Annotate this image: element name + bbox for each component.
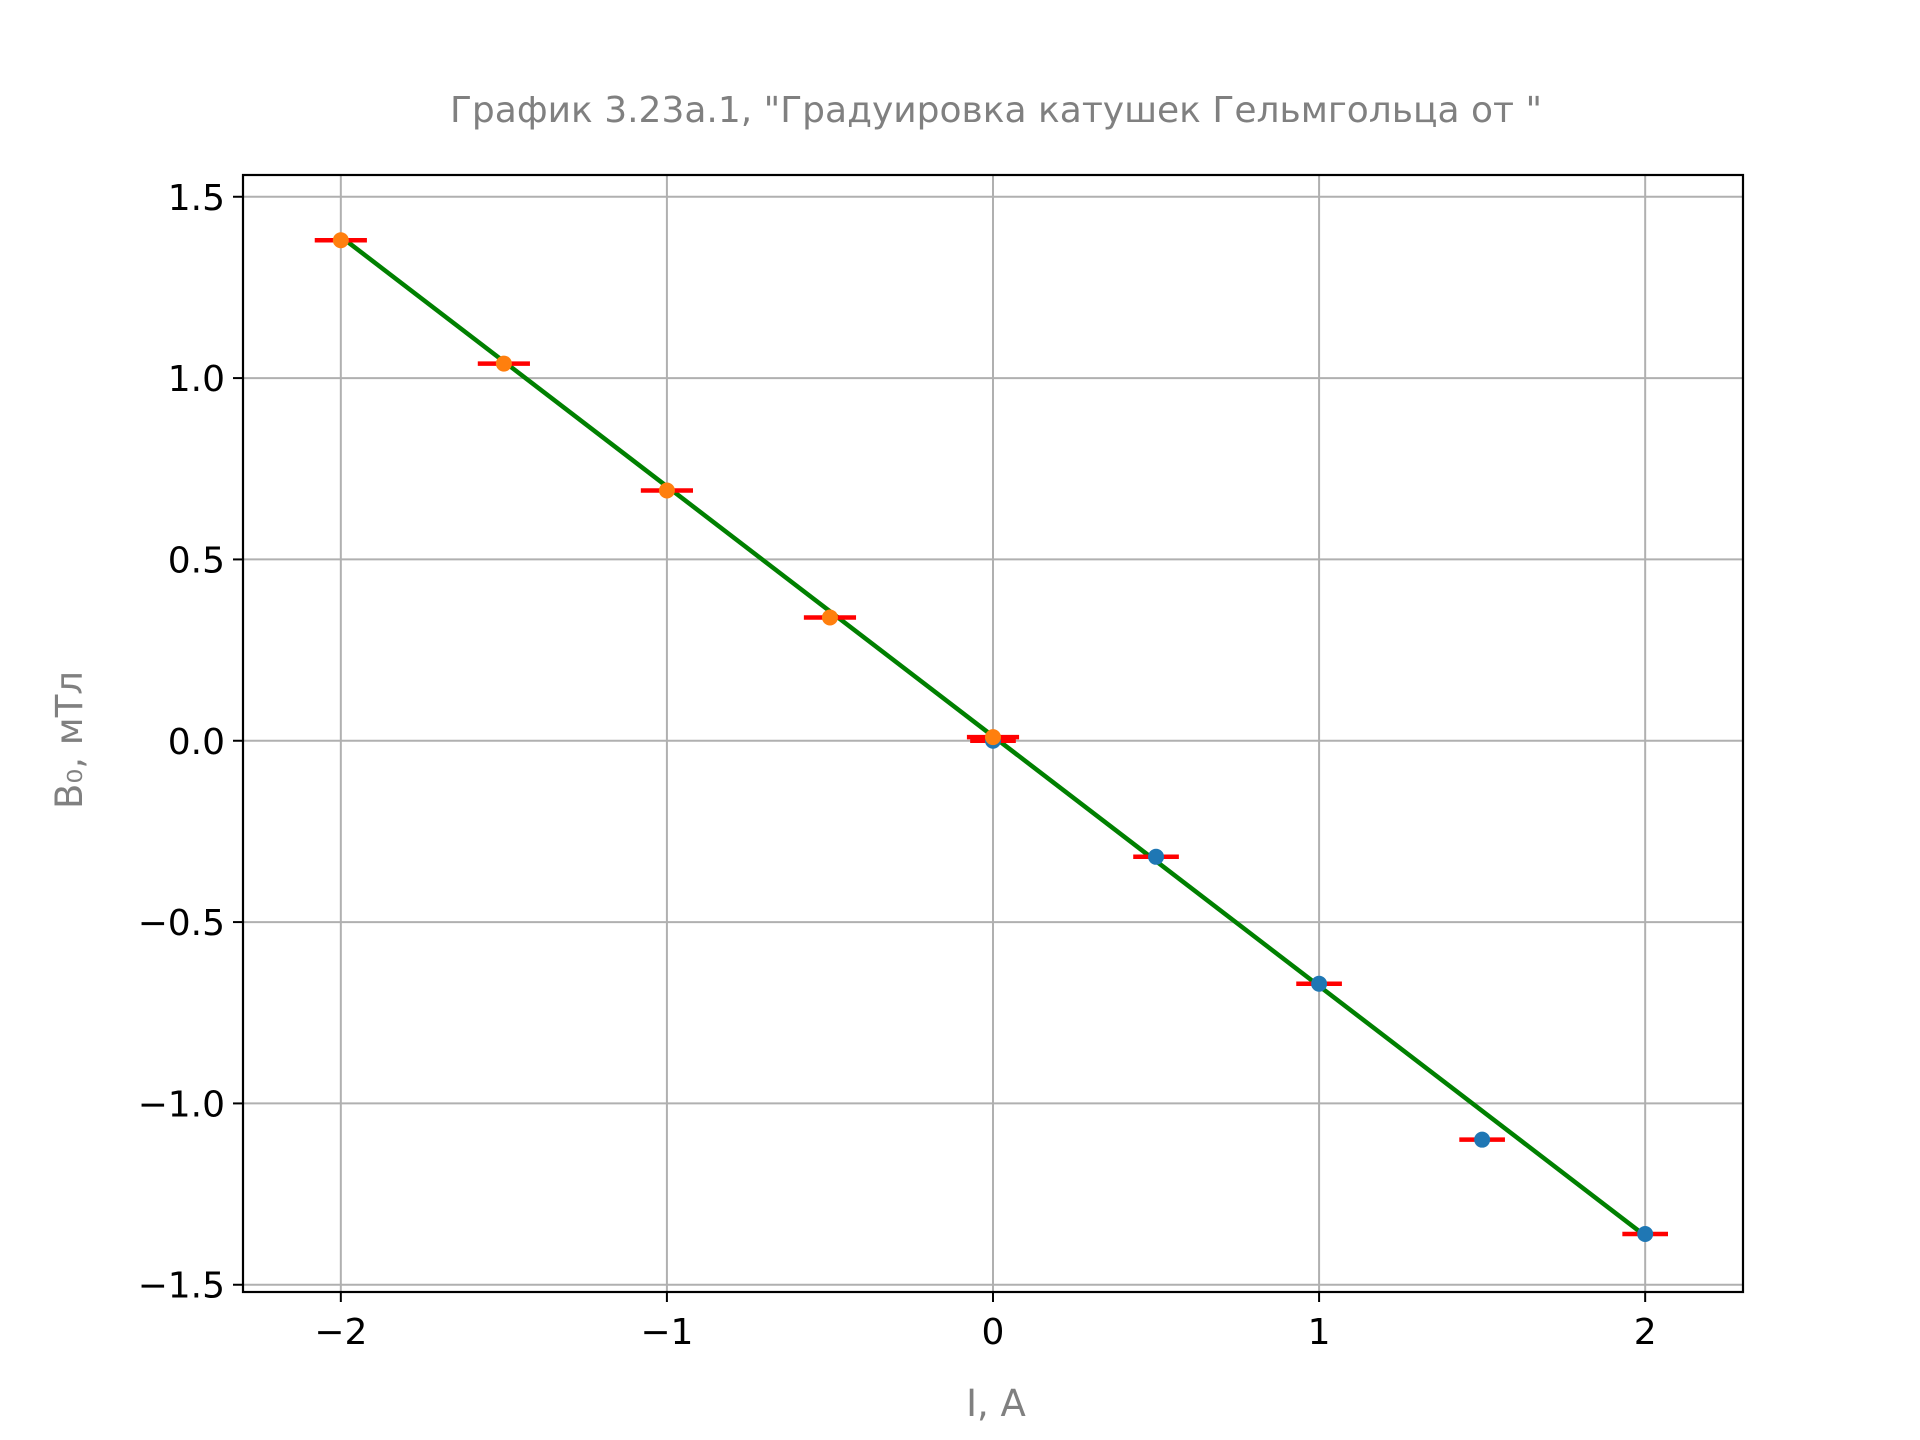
y-tick-label: −0.5 — [138, 903, 225, 944]
data-point — [985, 729, 1001, 746]
y-axis-label: B₀, мТл — [48, 671, 91, 809]
data-points — [332, 232, 1654, 1242]
y-axis-ticks: −1.5 −1.0 −0.5 0.0 0.5 1.0 1.5 — [138, 178, 243, 1307]
x-axis-ticks: −2 −1 0 1 2 — [314, 1292, 1657, 1353]
x-tick-label: 1 — [1308, 1312, 1331, 1353]
y-tick-label: 1.0 — [168, 359, 225, 400]
data-point — [658, 482, 675, 499]
x-tick-label: −2 — [314, 1312, 367, 1353]
y-tick-label: −1.0 — [138, 1084, 225, 1125]
x-tick-label: 0 — [982, 1312, 1005, 1353]
data-point — [1474, 1131, 1491, 1148]
chart-title: График 3.23а.1, "Градуировка катушек Гел… — [450, 90, 1542, 131]
x-tick-label: 2 — [1634, 1312, 1657, 1353]
data-point — [821, 609, 838, 626]
x-axis-label: I, A — [966, 1382, 1026, 1425]
y-tick-label: −1.5 — [138, 1266, 225, 1307]
y-tick-label: 0.5 — [168, 540, 225, 581]
y-tick-label: 1.5 — [168, 178, 225, 219]
data-point — [1637, 1225, 1654, 1242]
data-point — [332, 232, 349, 249]
data-point — [495, 355, 512, 372]
x-tick-label: −1 — [640, 1312, 693, 1353]
data-point — [1148, 848, 1165, 865]
data-point — [1311, 975, 1328, 992]
y-tick-label: 0.0 — [168, 722, 225, 763]
